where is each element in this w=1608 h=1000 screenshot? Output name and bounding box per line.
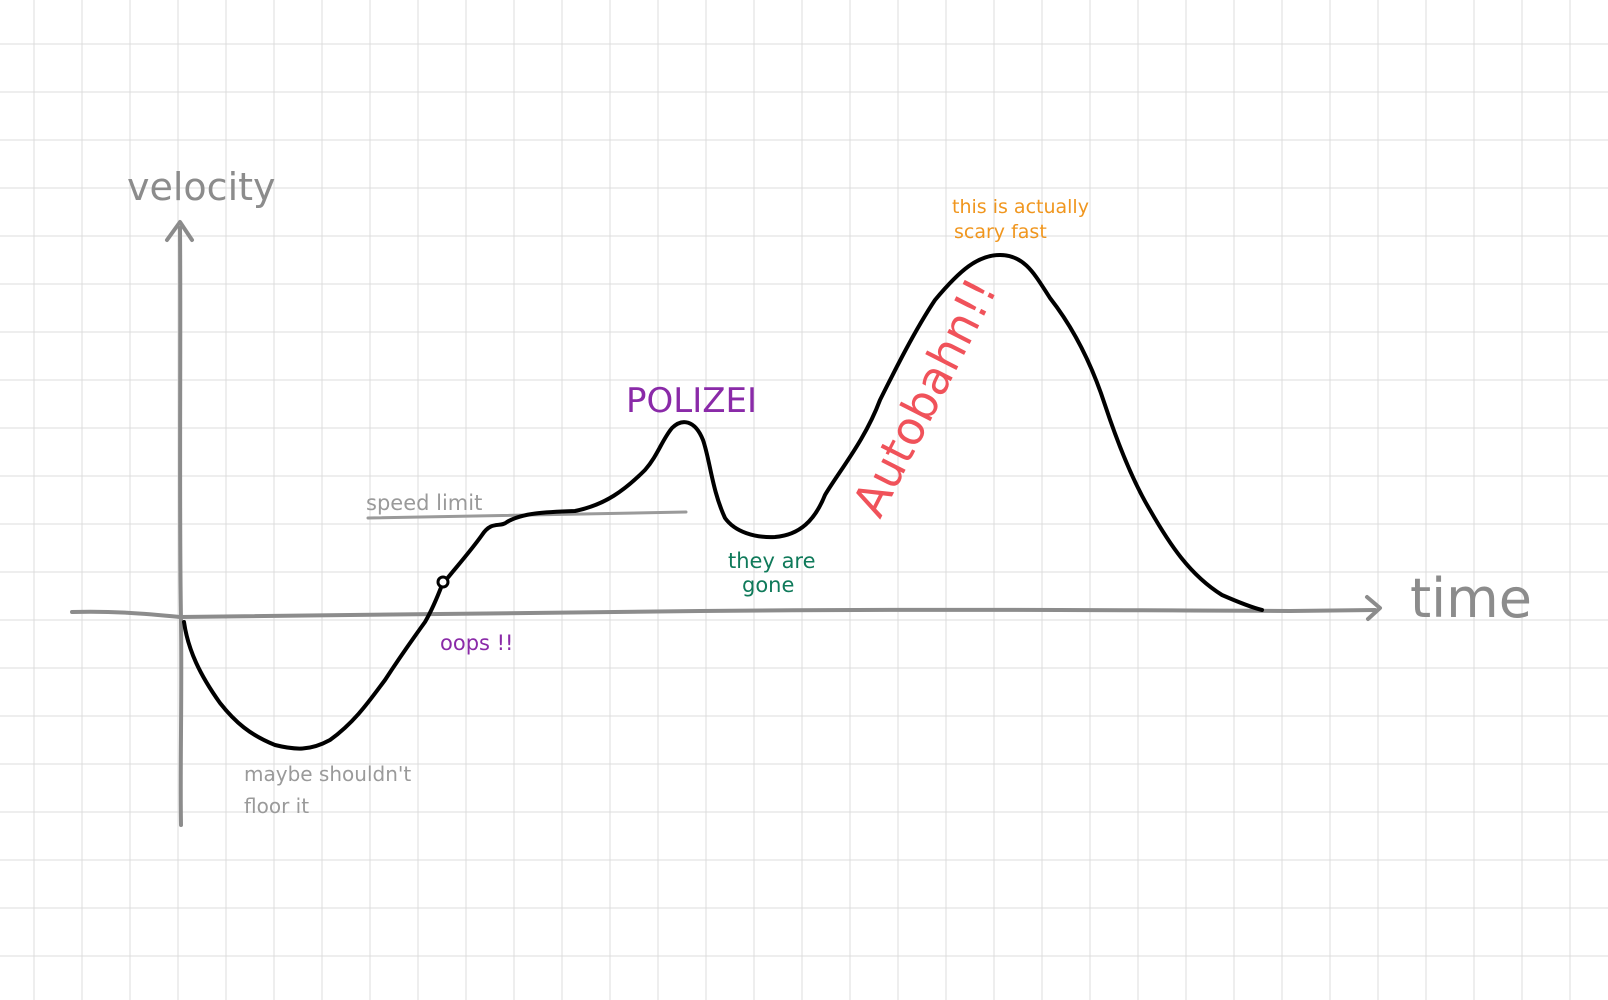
y-axis-line <box>178 226 184 827</box>
speed-limit-label: speed limit <box>366 491 482 515</box>
x-axis-line <box>70 607 1377 620</box>
note-floor-it-line1: maybe shouldn't <box>244 762 411 786</box>
y-axis-arrowhead <box>165 220 194 242</box>
x-axis-arrowhead <box>1365 595 1382 621</box>
note-oops: oops !! <box>440 631 513 655</box>
curve-loop-marker <box>436 575 450 589</box>
velocity-curve <box>182 253 1264 751</box>
note-gone-line1: they are <box>728 549 816 573</box>
note-floor-it-line2: floor it <box>244 794 309 818</box>
x-axis-label: time <box>1410 567 1532 630</box>
note-scary-line2: scary fast <box>954 221 1047 243</box>
note-gone-line2: gone <box>742 573 794 597</box>
note-polizei: POLIZEI <box>626 381 757 421</box>
speed-limit-line <box>366 510 688 520</box>
note-scary-line1: this is actually <box>952 196 1089 218</box>
y-axis-label: velocity <box>127 165 276 209</box>
